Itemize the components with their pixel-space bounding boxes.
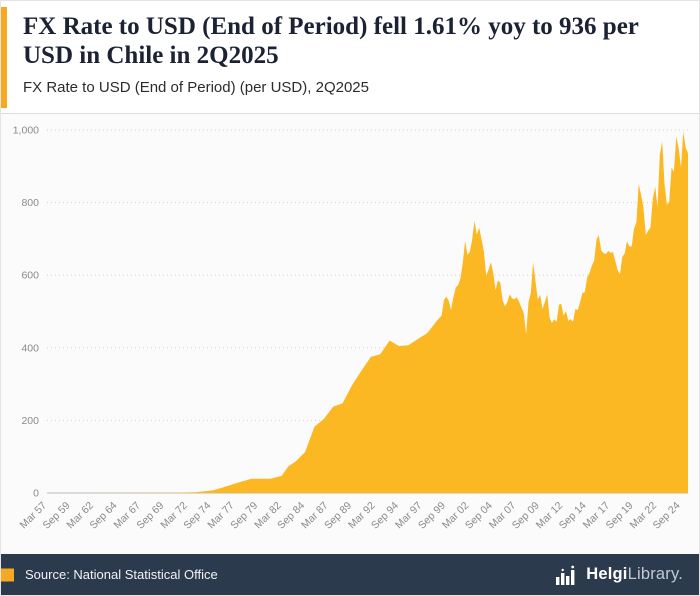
svg-text:1,000: 1,000 [13,125,39,137]
helgi-logo[interactable]: HelgiLibrary. [555,564,683,586]
svg-text:Sep 24: Sep 24 [651,500,683,532]
helgi-logo-icon [556,565,575,585]
svg-text:800: 800 [21,197,39,209]
chart-header: FX Rate to USD (End of Period) fell 1.61… [1,1,699,114]
svg-text:200: 200 [21,415,39,427]
footer: Source: National Statistical Office Helg… [1,554,699,595]
accent-bar [1,7,7,108]
svg-text:400: 400 [21,342,39,354]
source-text: Source: National Statistical Office [25,567,218,582]
chart-area: 0 200 400 600 800 1,000 Mar 57 Sep 59 Mar 62 Sep … [1,114,699,556]
logo-text-library: Library. [627,565,683,583]
corner-accent [1,568,14,581]
svg-text:0: 0 [33,488,39,500]
logo-text-helgi: Helgi [586,565,628,583]
chart-title: FX Rate to USD (End of Period) fell 1.61… [23,13,639,70]
helgi-logo-text: HelgiLibrary. [586,565,683,584]
svg-text:600: 600 [21,270,39,282]
chart-subtitle: FX Rate to USD (End of Period) (per USD)… [23,78,369,96]
